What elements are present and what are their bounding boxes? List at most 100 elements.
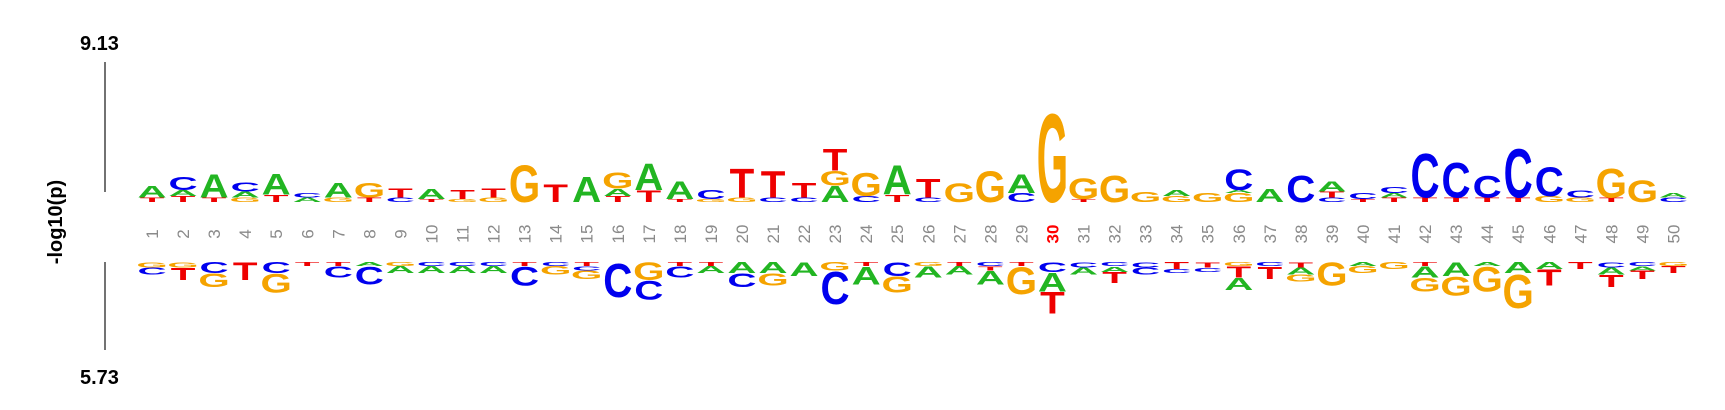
depleted-letter-G: G	[385, 261, 416, 267]
enriched-letter-A: A	[200, 167, 229, 205]
position-label: 50	[1664, 225, 1683, 244]
enriched-letter-T: T	[1382, 197, 1407, 204]
enriched-letter-T: T	[171, 195, 196, 204]
position-label: 1	[143, 229, 162, 238]
enriched-letter-C: C	[914, 197, 943, 204]
depleted-letter-T: T	[1257, 263, 1282, 283]
enriched-letter-T: T	[450, 188, 475, 202]
depleted-letter-A: A	[1597, 266, 1626, 277]
depleted-letter-G: G	[261, 269, 292, 299]
enriched-letter-C: C	[1224, 164, 1253, 196]
enriched-letter-G: G	[944, 178, 975, 208]
depleted-letter-G: G	[1347, 265, 1378, 276]
depleted-letter-C: C	[883, 258, 912, 280]
position-label: 41	[1385, 225, 1404, 244]
enriched-letter-T: T	[357, 197, 382, 204]
depleted-letter-A: A	[1286, 266, 1315, 277]
depleted-letter-C: C	[572, 265, 601, 271]
depleted-letter-A: A	[914, 264, 943, 281]
enriched-letter-G: G	[1161, 195, 1192, 204]
depleted-letter-T: T	[1195, 261, 1220, 270]
enriched-letter-T: T	[730, 160, 755, 207]
depleted-letter-T: T	[1164, 260, 1189, 271]
enriched-letter-G: G	[447, 198, 478, 203]
enriched-letter-A: A	[1255, 185, 1284, 206]
position-label: 23	[826, 225, 845, 244]
enriched-letter-C: C	[1007, 191, 1036, 205]
enriched-letter-C: C	[1473, 169, 1502, 205]
position-label: 39	[1323, 225, 1342, 244]
depleted-letter-A: A	[945, 264, 974, 277]
enriched-letter-C: C	[696, 188, 725, 202]
enriched-letter-G: G	[726, 197, 757, 204]
position-label: 20	[733, 225, 752, 244]
depleted-letter-A: A	[1224, 274, 1253, 294]
position-label: 22	[795, 225, 814, 244]
enriched-letter-T: T	[885, 193, 910, 205]
depleted-letter-G: G	[1223, 261, 1254, 267]
enriched-letter-T: T	[1351, 198, 1376, 203]
depleted-letter-C: C	[1162, 268, 1191, 274]
position-label: 5	[267, 229, 286, 238]
enriched-letter-A: A	[1317, 179, 1346, 195]
position-labels: 1 2 3 4 5 6 7 8 9 10 11 12 13 14 15 16 17 18 19 20 21 22 23 24 2…	[143, 225, 1683, 244]
depleted-letter-C: C	[1193, 267, 1222, 273]
depleted-letter-A: A	[386, 265, 415, 276]
enriched-letter-T: T	[388, 186, 413, 200]
depleted-letter-A: A	[852, 263, 881, 291]
depleted-letter-A: A	[1504, 259, 1533, 276]
enriched-letter-A: A	[572, 171, 601, 210]
depleted-letter-A: A	[479, 265, 508, 276]
position-label: 21	[764, 225, 783, 244]
position-label: 10	[422, 225, 441, 244]
depleted-letter-C: C	[634, 276, 663, 306]
depleted-letter-G: G	[1285, 273, 1316, 284]
depleted-letter-G: G	[1409, 274, 1440, 296]
enriched-letter-G: G	[509, 155, 540, 213]
position-label: 34	[1168, 225, 1187, 244]
position-label: 17	[640, 225, 659, 244]
enriched-letter-T: T	[1599, 197, 1624, 204]
depleted-letter-C: C	[262, 259, 291, 276]
enriched-letter-C: C	[1379, 186, 1408, 195]
position-label: 6	[298, 229, 317, 238]
enriched-letter-G: G	[1192, 191, 1223, 205]
depleted-letter-G: G	[167, 261, 198, 270]
depleted-letter-T: T	[1630, 269, 1655, 282]
depleted-letter-C: C	[1131, 261, 1160, 270]
enriched-letter-A: A	[137, 182, 166, 201]
depleted-letter-T: T	[326, 261, 351, 267]
depleted-letter-G: G	[1503, 266, 1534, 319]
position-label: 43	[1447, 225, 1466, 244]
enriched-letter-C: C	[1566, 188, 1595, 200]
enriched-letter-C: C	[1535, 158, 1564, 205]
position-label: 4	[236, 229, 255, 238]
bottom-max-label: 5.73	[80, 367, 119, 389]
depleted-letter-G: G	[1440, 272, 1471, 302]
enriched-letter-C: C	[1286, 169, 1315, 211]
depleted-letter-C: C	[976, 261, 1005, 267]
enriched-letter-G: G	[1534, 195, 1565, 204]
depleted-letter-T: T	[512, 261, 537, 267]
depleted-letter-C: C	[355, 263, 384, 291]
depleted-letter-C: C	[541, 261, 570, 267]
enriched-letter-G: G	[1627, 173, 1658, 209]
depleted-letter-C: C	[603, 254, 632, 307]
position-label: 18	[671, 225, 690, 244]
position-label: 11	[454, 225, 473, 243]
enriched-letter-G: G	[1068, 173, 1099, 205]
position-label: 35	[1199, 225, 1218, 244]
enriched-letter-T: T	[823, 142, 848, 178]
depleted-letter-C: C	[1255, 261, 1284, 267]
depleted-letter-A: A	[1069, 266, 1098, 277]
depleted-letter-G: G	[540, 264, 571, 277]
position-label: 19	[702, 225, 721, 244]
depleted-letter-T: T	[947, 261, 972, 267]
depleted-letter-A: A	[417, 265, 446, 276]
depleted-letter-T: T	[1599, 271, 1624, 291]
depleted-letter-T: T	[1289, 261, 1314, 270]
position-label: 3	[205, 229, 224, 238]
depleted-letter-C: C	[137, 266, 166, 277]
